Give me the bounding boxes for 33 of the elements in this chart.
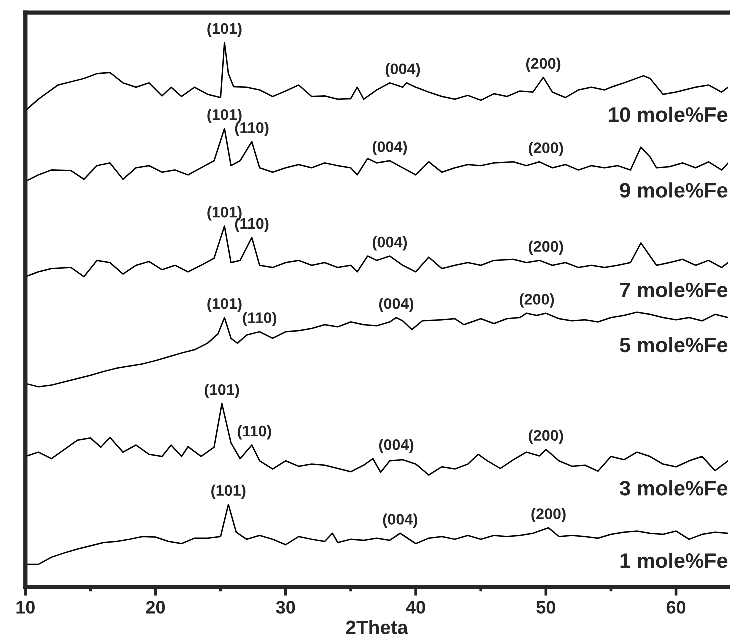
annotation: (004) bbox=[379, 298, 414, 312]
series-label: 9 mole%Fe bbox=[620, 182, 728, 198]
annotation: (200) bbox=[529, 430, 564, 444]
annotation: (004) bbox=[383, 514, 418, 528]
series-label: 5 mole%Fe bbox=[620, 337, 728, 353]
annotation: (110) bbox=[235, 122, 269, 136]
x-tick-label: 60 bbox=[666, 601, 686, 614]
annotation: (110) bbox=[243, 312, 277, 326]
series-label: 10 mole%Fe bbox=[609, 106, 728, 122]
annotation: (200) bbox=[526, 58, 561, 72]
annotation: (101) bbox=[212, 484, 246, 500]
series-label: 1 mole%Fe bbox=[620, 552, 728, 568]
annotation: (004) bbox=[372, 141, 408, 156]
annotation: (110) bbox=[238, 425, 272, 440]
annotation: (101) bbox=[208, 298, 242, 312]
annotation: (200) bbox=[529, 240, 564, 256]
annotation: (004) bbox=[372, 236, 408, 251]
annotation: (200) bbox=[520, 294, 554, 308]
series-label: 7 mole%Fe bbox=[620, 282, 728, 298]
annotation: (101) bbox=[208, 23, 242, 38]
annotation: (004) bbox=[386, 63, 420, 78]
annotation: (004) bbox=[379, 439, 414, 454]
series-label: 3 mole%Fe bbox=[620, 480, 728, 496]
annotation: (101) bbox=[208, 109, 242, 124]
x-tick-label: 40 bbox=[406, 601, 426, 614]
x-tick-label: 20 bbox=[146, 601, 166, 614]
x-tick-label: 30 bbox=[276, 601, 296, 614]
annotation: (101) bbox=[205, 384, 240, 398]
x-tick-label: 50 bbox=[536, 601, 556, 614]
x-axis-title: 2Theta bbox=[346, 620, 408, 635]
annotation: (200) bbox=[532, 508, 566, 523]
x-tick-label: 10 bbox=[16, 601, 35, 614]
annotation: (200) bbox=[529, 142, 564, 157]
